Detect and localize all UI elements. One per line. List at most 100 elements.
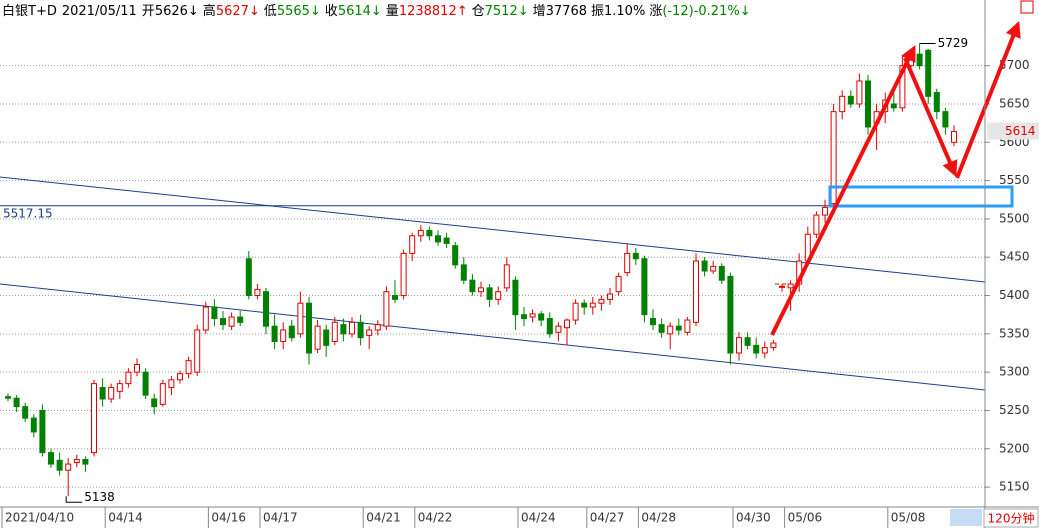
title: 白银T+D [2, 3, 57, 19]
y-tick-label: 5350 [999, 326, 1030, 340]
stat-value: 7512↓ [485, 4, 529, 19]
candle-body [168, 379, 175, 388]
stat-label: 振 [591, 4, 604, 19]
candle-body [73, 458, 80, 464]
x-tick-label: 04/24 [521, 511, 556, 525]
candle-body [91, 383, 97, 454]
candle-body [48, 452, 54, 465]
trend-line [0, 283, 986, 391]
y-tick-label: 5700 [999, 58, 1030, 72]
candle-body [675, 325, 682, 331]
candle-body [830, 111, 837, 205]
candle-body [39, 409, 46, 454]
candle-body [13, 397, 20, 408]
candle-body [916, 53, 923, 67]
candle-body [736, 337, 742, 354]
stat-label: 开 [142, 4, 155, 19]
candle-body [211, 306, 218, 320]
candle-body [495, 291, 502, 300]
candle-body [99, 386, 106, 400]
y-tick-label: 5500 [999, 211, 1030, 225]
candle-body [108, 386, 115, 400]
candle-body [392, 295, 398, 300]
candle-body [529, 313, 536, 318]
stat-value: 37768 [546, 4, 587, 19]
candle-body [839, 95, 846, 113]
x-tick-label: 04/21 [366, 511, 401, 525]
stat-value: 5627↓ [216, 4, 260, 19]
candle-body [684, 319, 691, 333]
candle-body [151, 398, 158, 408]
stat-label: 高 [203, 3, 216, 19]
candle-body [847, 95, 854, 105]
y-tick-label: 5450 [999, 250, 1030, 264]
stat-value: 5626↓ [155, 4, 199, 19]
y-tick-label: 5150 [999, 480, 1030, 494]
y-tick-label: 5550 [999, 173, 1030, 187]
candle-body [822, 206, 828, 216]
candle-body [271, 325, 278, 343]
candle-body [435, 235, 441, 243]
candle-body [228, 316, 235, 327]
high-label: 5729 [938, 36, 969, 50]
candle-body [254, 288, 261, 297]
candle-body [245, 258, 252, 297]
candle-body [779, 285, 785, 288]
stat-label: 涨 [649, 4, 662, 19]
candle-body [521, 314, 527, 320]
last-price-box [987, 122, 1039, 140]
candle-body [624, 252, 631, 274]
candle-body [951, 131, 957, 143]
stat-label: 增 [533, 4, 546, 19]
candle-body [323, 329, 330, 346]
stat-label: 低 [264, 4, 277, 19]
arrow [955, 21, 1021, 179]
window-button[interactable] [1020, 0, 1034, 14]
period-box[interactable] [983, 508, 1039, 528]
candle-body [486, 287, 493, 300]
stat-label: 仓 [472, 4, 485, 19]
overlay: 5517.15 5729 5138 5614 [0, 36, 1039, 504]
candle-body [400, 252, 407, 297]
stat-value: 1.10% [604, 4, 645, 19]
candle-body [237, 316, 244, 323]
candle-body [194, 329, 201, 373]
reference-label: 5517.15 [3, 206, 53, 220]
header: 白银T+D 2021/05/11 开5626↓ 高5627↓ 低5565↓ 收5614↓ 量… [2, 3, 751, 19]
period[interactable]: 120分钟 [988, 511, 1035, 526]
y-tick-label: 5400 [999, 288, 1030, 302]
candle-body [546, 318, 553, 335]
candle-body [426, 229, 433, 237]
candle-body [56, 459, 63, 471]
candle-body [306, 302, 312, 354]
candle-body [125, 371, 132, 385]
y-tick-label: 5200 [999, 441, 1030, 455]
arrow [903, 57, 958, 177]
x-tick-label: 04/30 [736, 511, 771, 525]
x-tick-label: 04/16 [211, 511, 246, 525]
candle-body [159, 383, 166, 405]
highlight-box [828, 185, 1014, 208]
last-price: 5614 [1005, 124, 1036, 138]
candle-body [761, 347, 768, 354]
candle-body [5, 396, 11, 399]
candle-body [349, 321, 355, 335]
candle-body [469, 279, 476, 293]
y-tick-label: 5650 [999, 96, 1030, 110]
x-tick-label: 04/28 [641, 511, 676, 525]
x-tick-label: 2021/04/10 [5, 511, 74, 525]
candle-body [460, 264, 467, 281]
candle-body [933, 91, 940, 113]
candle-body [564, 319, 570, 329]
candle-body [22, 406, 29, 419]
candle-body [340, 324, 347, 335]
low-label: 5138 [84, 490, 115, 504]
candle-body [658, 324, 665, 333]
candle-body [899, 65, 906, 109]
candle-body [650, 318, 656, 326]
candle-body [357, 321, 364, 339]
candle-body [177, 373, 183, 381]
scroll-thumb[interactable] [950, 509, 982, 526]
candle-body [572, 302, 579, 321]
candle-body [409, 235, 416, 254]
